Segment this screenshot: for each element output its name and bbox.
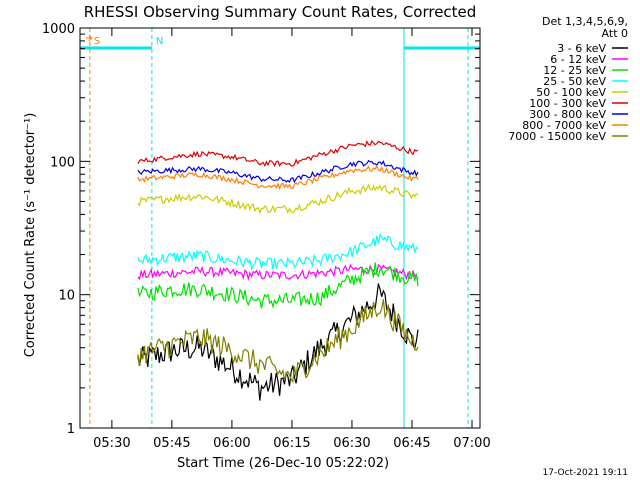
series-line-0	[137, 283, 419, 401]
footer-timestamp: 17-Oct-2021 19:11	[543, 468, 628, 478]
axes: 05:30 05:45 06:00 06:15 06:30 06:45 07:00 1 10 10…	[42, 22, 491, 451]
annotation-label-1: N	[156, 36, 163, 47]
x-tick-label-2: 06:00	[213, 436, 250, 451]
legend-header-line-1: Det 1,3,4,5,6,9,	[542, 15, 628, 28]
series-line-2	[137, 262, 419, 309]
legend-label-4: 50 - 100 keV	[536, 86, 606, 99]
y-axis-label: Corrected Count Rate (s⁻¹ detector⁻¹)	[23, 113, 38, 358]
x-tick-label-1: 05:45	[153, 436, 190, 451]
y-tick-label-2: 100	[50, 155, 75, 170]
series-line-7	[137, 165, 419, 191]
x-axis-label: Start Time (26-Dec-10 05:22:02)	[177, 456, 389, 471]
x-tick-label-0: 05:30	[93, 436, 130, 451]
chart-title: RHESSI Observing Summary Count Rates, Co…	[84, 3, 477, 21]
series-line-5	[137, 140, 419, 168]
y-tick-label-0: 1	[67, 422, 75, 437]
annotation-arrow	[85, 34, 93, 42]
x-tick-label-5: 06:45	[393, 436, 430, 451]
legend-label-5: 100 - 300 keV	[529, 97, 606, 110]
series-line-3	[137, 233, 419, 271]
y-tick-label-1: 10	[58, 289, 75, 304]
x-tick-label-4: 06:30	[333, 436, 370, 451]
series-line-8	[137, 299, 419, 384]
legend-label-8: 7000 - 15000 keV	[508, 130, 606, 143]
series-line-6	[137, 159, 419, 184]
y-tick-label-3: 1000	[42, 22, 75, 37]
annotation-label-0: S	[94, 36, 100, 47]
plot-series	[137, 140, 419, 401]
series-line-4	[137, 183, 419, 215]
plot-frame	[79, 27, 481, 429]
legend-label-2: 12 - 25 keV	[543, 64, 606, 77]
x-tick-label-6: 07:00	[453, 436, 490, 451]
x-tick-label-3: 06:15	[273, 436, 310, 451]
legend-label-6: 300 - 800 keV	[529, 108, 606, 121]
legend-header-line-2: Att 0	[602, 27, 628, 40]
legend-label-7: 800 - 7000 keV	[522, 119, 606, 132]
legend-label-3: 25 - 50 keV	[543, 75, 606, 88]
legend-label-0: 3 - 6 keV	[557, 42, 606, 55]
legend-label-1: 6 - 12 keV	[550, 53, 606, 66]
